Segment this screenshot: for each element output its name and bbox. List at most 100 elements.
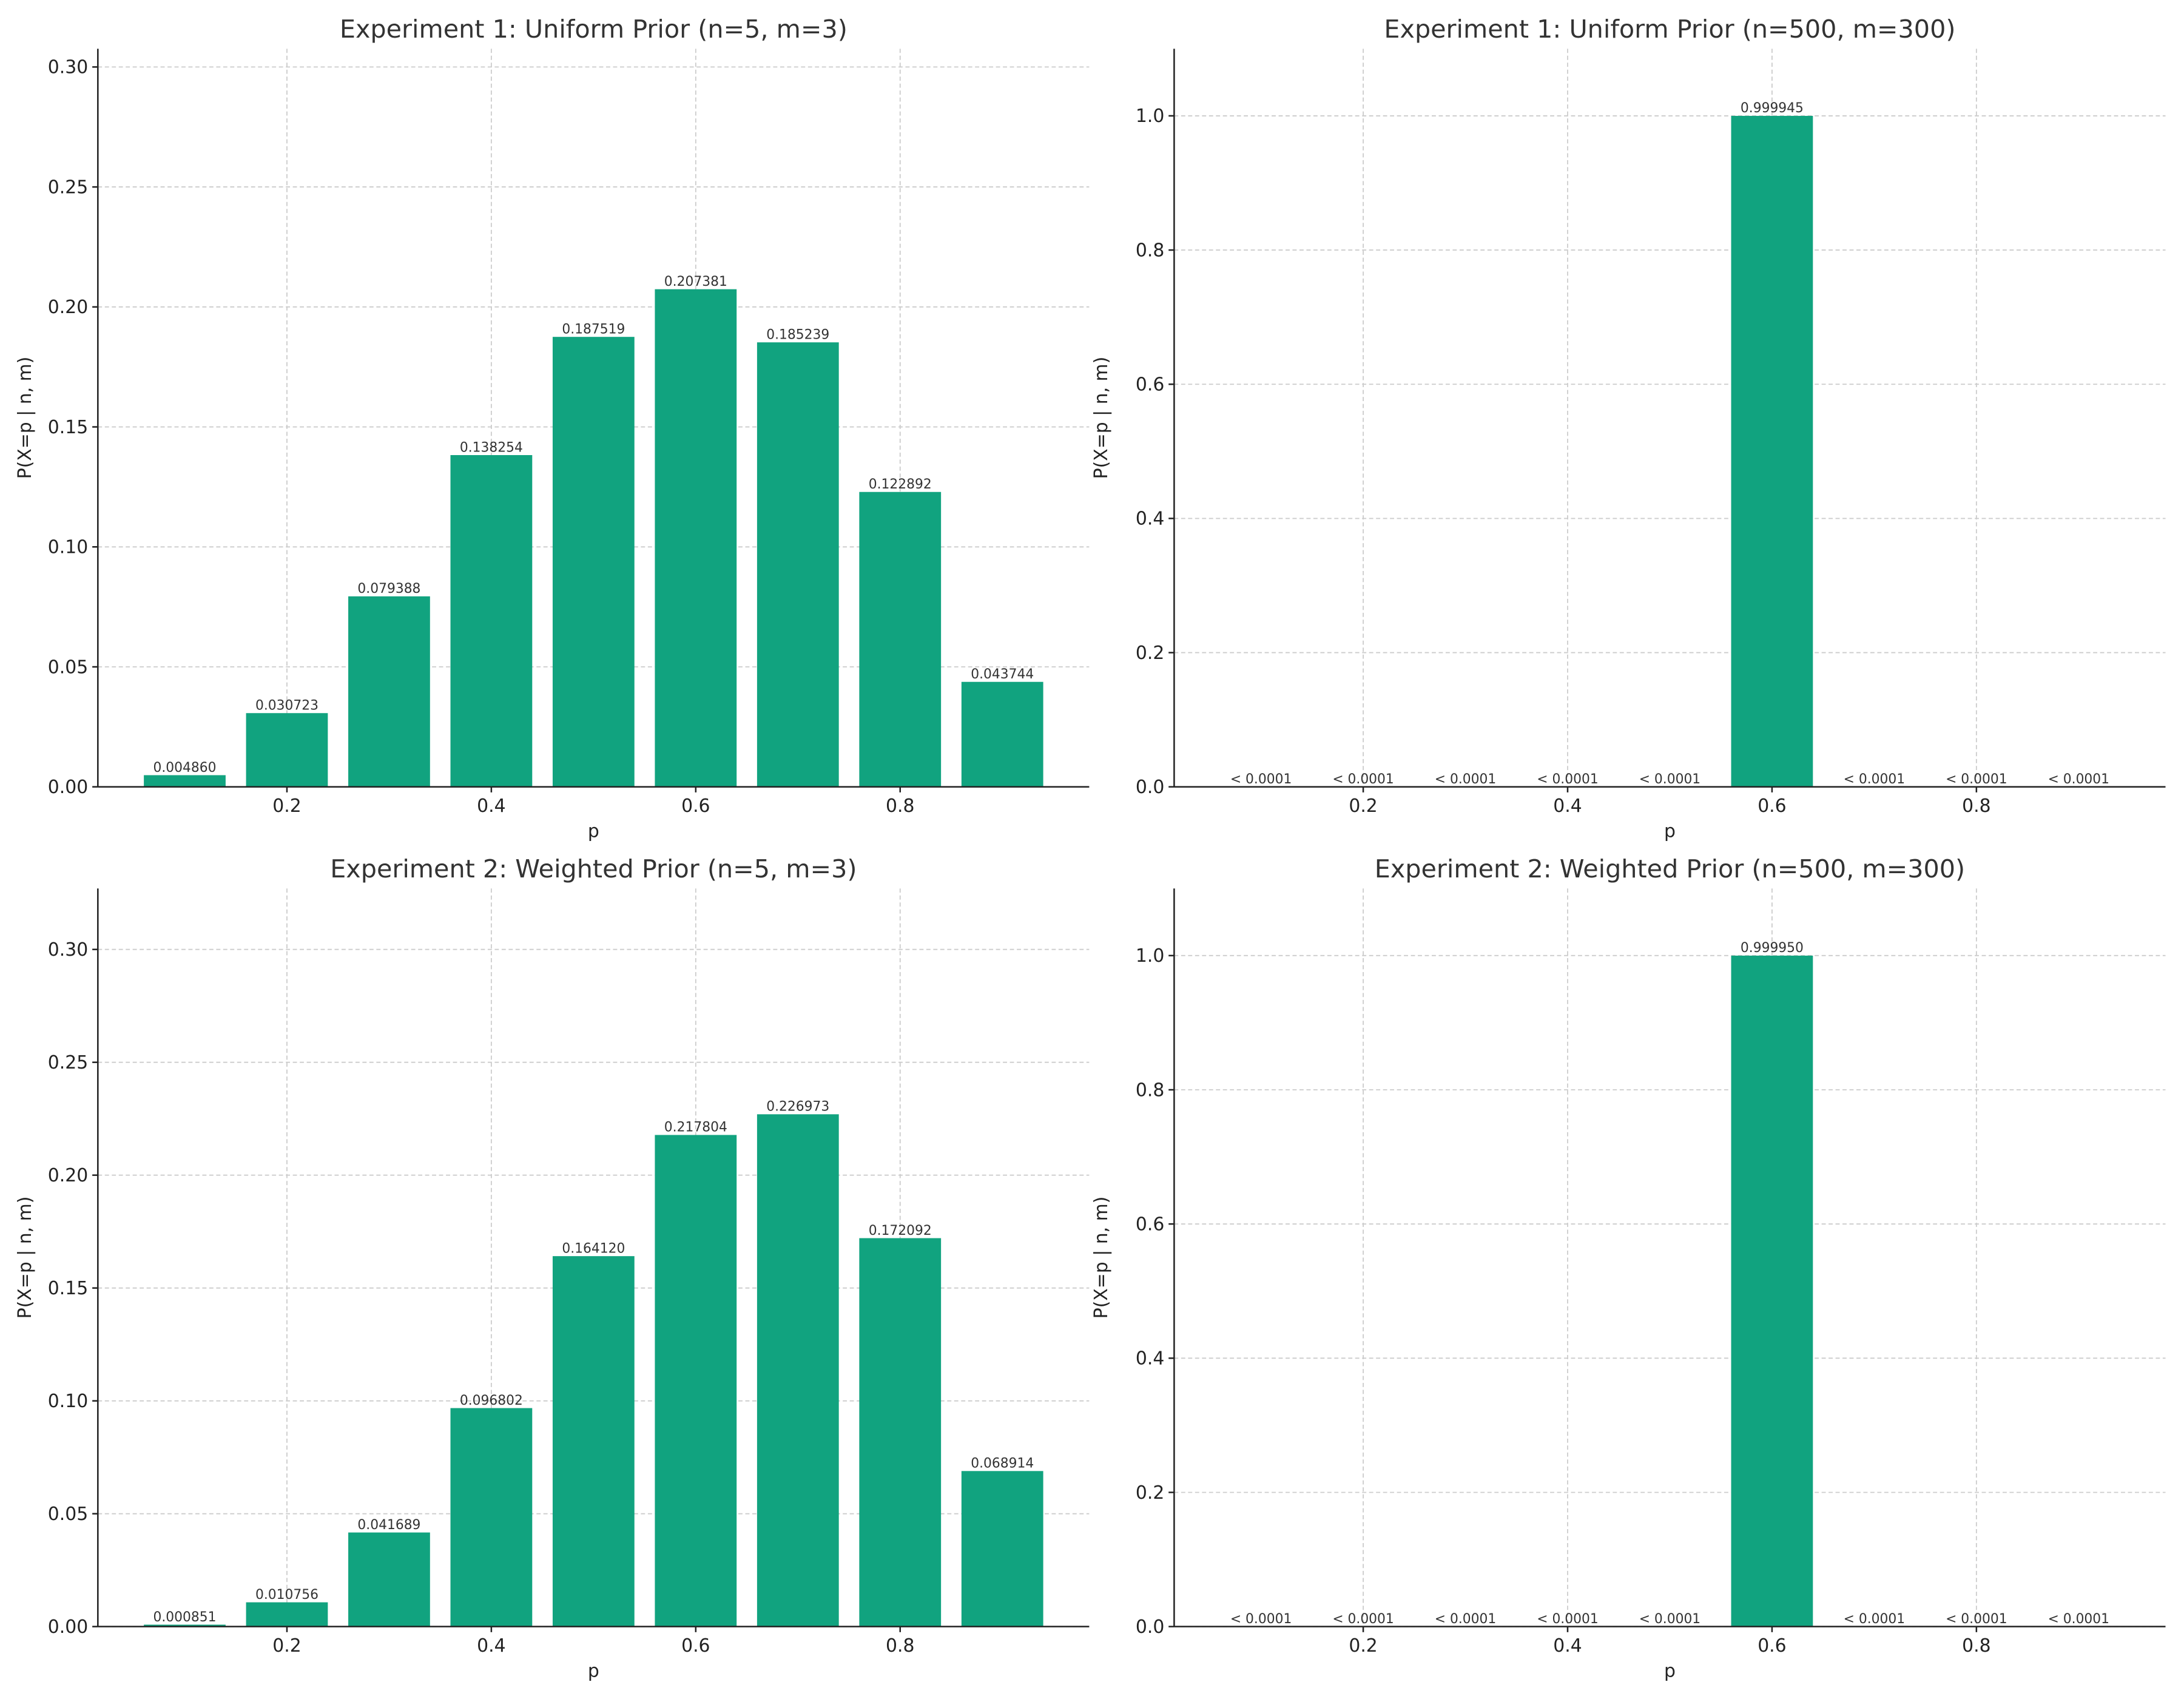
subplot-exp1-uniform-small: 0.004860 0.030723 0.079388 0.138254 0.187519… (15, 15, 1090, 842)
bar-label: 0.207381 (664, 274, 727, 289)
x-axis-label: p (588, 820, 599, 842)
y-tick-label: 0.2 (1136, 643, 1164, 664)
y-tick-label: 0.8 (1136, 240, 1164, 261)
y-tick-label: 0.10 (48, 537, 88, 558)
y-tick-label: 0.25 (48, 177, 88, 198)
bar (961, 1471, 1043, 1627)
bar-label: < 0.0001 (1332, 1612, 1394, 1627)
bar-label: 0.030723 (255, 698, 318, 713)
x-tick-label: 0.2 (272, 1635, 301, 1657)
x-tick-label: 0.8 (886, 1635, 914, 1657)
x-tick-label: 0.8 (886, 795, 914, 817)
subplot-exp1-uniform-large: < 0.0001 < 0.0001 < 0.0001 < 0.0001 < 0.0001… (1091, 15, 2166, 842)
bar (655, 289, 737, 787)
bar-label: 0.172092 (869, 1223, 932, 1238)
y-tick-label: 0.4 (1136, 1348, 1164, 1370)
x-tick-label: 0.8 (1962, 1635, 1990, 1657)
bar-label: < 0.0001 (1537, 772, 1598, 787)
y-tick-label: 0.15 (48, 417, 88, 438)
bar-label: < 0.0001 (1332, 772, 1394, 787)
x-axis-label: p (1664, 820, 1676, 842)
y-tick-label: 0.10 (48, 1391, 88, 1412)
x-tick-label: 0.2 (1349, 795, 1377, 817)
chart-title: Experiment 1: Uniform Prior (n=5, m=3) (340, 15, 848, 44)
bar (961, 681, 1043, 787)
x-tick-label: 0.6 (1758, 1635, 1786, 1657)
bar-label: < 0.0001 (1946, 1612, 2007, 1627)
bar-label: 0.185239 (766, 327, 829, 342)
bar-label: < 0.0001 (2048, 772, 2109, 787)
bar-label: 0.122892 (869, 477, 932, 492)
bar-label: 0.043744 (971, 667, 1034, 682)
y-axis-label: P(X=p | n, m) (1091, 1197, 1112, 1319)
bar (348, 596, 430, 787)
y-tick-label: 0.30 (48, 939, 88, 961)
bar-label: < 0.0001 (2048, 1612, 2109, 1627)
bar-label: 0.226973 (766, 1099, 829, 1115)
chart-title: Experiment 2: Weighted Prior (n=5, m=3) (330, 854, 857, 883)
y-tick-label: 0.4 (1136, 508, 1164, 530)
bar (246, 713, 328, 787)
bar-label: < 0.0001 (1639, 772, 1700, 787)
bar (144, 1624, 226, 1627)
y-tick-label: 0.6 (1136, 1214, 1164, 1235)
x-axis-label: p (588, 1660, 599, 1681)
y-tick-label: 0.6 (1136, 374, 1164, 396)
bar-label: 0.999945 (1741, 101, 1804, 116)
bar (144, 775, 226, 787)
bar (450, 1408, 533, 1627)
bar-label: < 0.0001 (1946, 772, 2007, 787)
bar-label: 0.164120 (562, 1241, 625, 1256)
bar-label: 0.079388 (357, 581, 420, 596)
bar (859, 1238, 942, 1627)
x-tick-label: 0.6 (681, 1635, 710, 1657)
x-tick-label: 0.2 (1349, 1635, 1377, 1657)
x-tick-label: 0.2 (272, 795, 301, 817)
y-axis-label: P(X=p | n, m) (1091, 357, 1112, 479)
bar (859, 491, 942, 787)
y-tick-label: 0.05 (48, 1504, 88, 1525)
bar-label: 0.138254 (460, 440, 523, 455)
y-tick-label: 0.20 (48, 297, 88, 318)
bar-label: 0.096802 (460, 1393, 523, 1408)
y-axis-label: P(X=p | n, m) (15, 357, 36, 479)
bar-label: < 0.0001 (1435, 1612, 1496, 1627)
bar (655, 1135, 737, 1627)
bar (1731, 115, 1813, 787)
bar (552, 337, 635, 787)
bar-label: < 0.0001 (1230, 1612, 1292, 1627)
x-axis-label: p (1664, 1660, 1676, 1681)
y-tick-label: 1.0 (1136, 106, 1164, 127)
chart-title: Experiment 2: Weighted Prior (n=500, m=3… (1375, 854, 1965, 883)
bar-label: 0.217804 (664, 1120, 727, 1135)
bar-label: 0.068914 (971, 1456, 1034, 1471)
bar-label: < 0.0001 (1230, 772, 1292, 787)
y-tick-label: 0.25 (48, 1052, 88, 1073)
y-axis-label: P(X=p | n, m) (15, 1197, 36, 1319)
subplot-exp2-weighted-small: 0.000851 0.010756 0.041689 0.096802 0.164120… (15, 854, 1090, 1681)
y-tick-label: 1.0 (1136, 945, 1164, 967)
subplot-exp2-weighted-large: < 0.0001 < 0.0001 < 0.0001 < 0.0001 < 0.0001… (1091, 854, 2166, 1681)
y-tick-label: 0.05 (48, 657, 88, 678)
bar (757, 1114, 839, 1627)
x-tick-label: 0.4 (1553, 1635, 1582, 1657)
x-tick-label: 0.8 (1962, 795, 1990, 817)
bar (450, 455, 533, 787)
bar (1731, 955, 1813, 1627)
bar-label: < 0.0001 (1844, 772, 1905, 787)
bar-label: < 0.0001 (1537, 1612, 1598, 1627)
bar-label: 0.041689 (357, 1518, 420, 1533)
y-tick-label: 0.00 (48, 1616, 88, 1638)
x-tick-label: 0.6 (681, 795, 710, 817)
y-tick-label: 0.0 (1136, 1616, 1164, 1638)
y-tick-label: 0.15 (48, 1278, 88, 1299)
bar (348, 1532, 430, 1627)
bar-label: < 0.0001 (1639, 1612, 1700, 1627)
bar-label: 0.010756 (255, 1587, 318, 1603)
bar (246, 1602, 328, 1627)
x-tick-label: 0.6 (1758, 795, 1786, 817)
bar-label: < 0.0001 (1844, 1612, 1905, 1627)
bar-label: 0.004860 (153, 760, 216, 775)
bar (757, 342, 839, 787)
